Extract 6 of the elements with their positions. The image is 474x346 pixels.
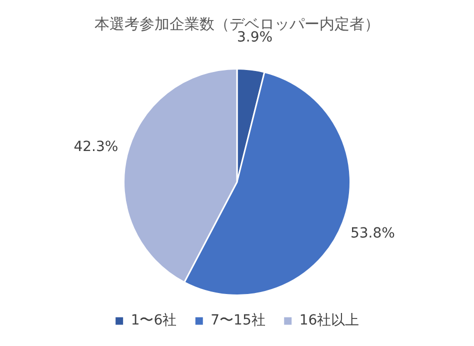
legend-label: 16社以上 [299, 312, 360, 329]
data-label: 53.8% [350, 225, 395, 242]
data-label: 42.3% [74, 138, 118, 155]
legend-label: 7〜15社 [210, 312, 266, 329]
legend-label: 1〜6社 [130, 312, 177, 329]
data-label: 3.9% [236, 29, 273, 46]
